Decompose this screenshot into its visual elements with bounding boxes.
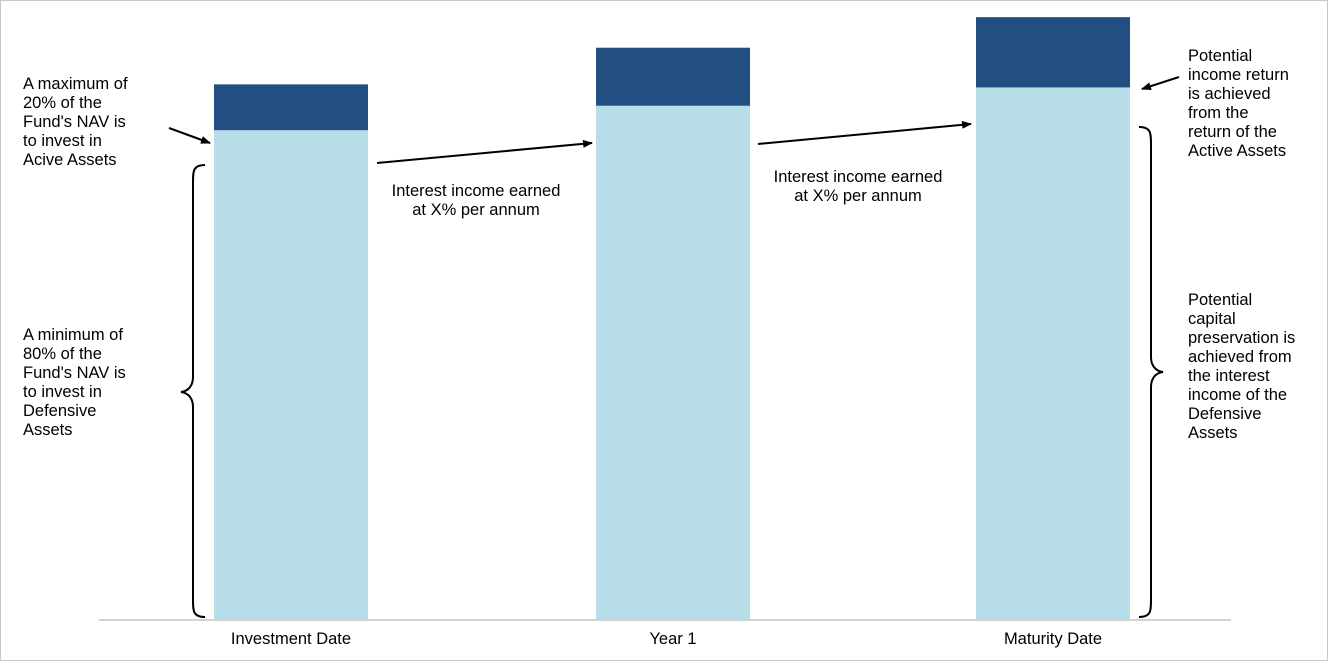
min-defensive-note: A minimum of 80% of the Fund's NAV is to… xyxy=(23,326,126,439)
category-label-investment-date: Investment Date xyxy=(230,630,352,648)
income-return-note: Potential income return is achieved from… xyxy=(1188,47,1289,160)
right-brace xyxy=(1138,126,1164,618)
bar-active-year-1 xyxy=(596,47,750,106)
arrow-max-active xyxy=(168,127,211,144)
bar-defensive-year-1 xyxy=(596,105,750,619)
arrow-investment-to-year1 xyxy=(376,139,593,164)
left-brace xyxy=(180,164,206,618)
capital-preservation-note: Potential capital preservation is achiev… xyxy=(1188,291,1296,442)
interest-note-1: Interest income earned at X% per annum xyxy=(391,182,561,219)
bar-active-investment-date xyxy=(214,84,368,131)
category-label-year-1: Year 1 xyxy=(649,630,697,648)
category-label-maturity-date: Maturity Date xyxy=(1003,630,1103,648)
arrow-year1-to-maturity xyxy=(757,120,972,145)
bar-defensive-maturity-date xyxy=(976,87,1130,620)
bars-group xyxy=(214,17,1130,620)
bar-defensive-investment-date xyxy=(214,130,368,619)
interest-note-2: Interest income earned at X% per annum xyxy=(773,168,943,205)
arrow-income-return xyxy=(1141,76,1180,91)
bar-active-maturity-date xyxy=(976,17,1130,88)
max-active-note: A maximum of 20% of the Fund's NAV is to… xyxy=(23,75,128,169)
